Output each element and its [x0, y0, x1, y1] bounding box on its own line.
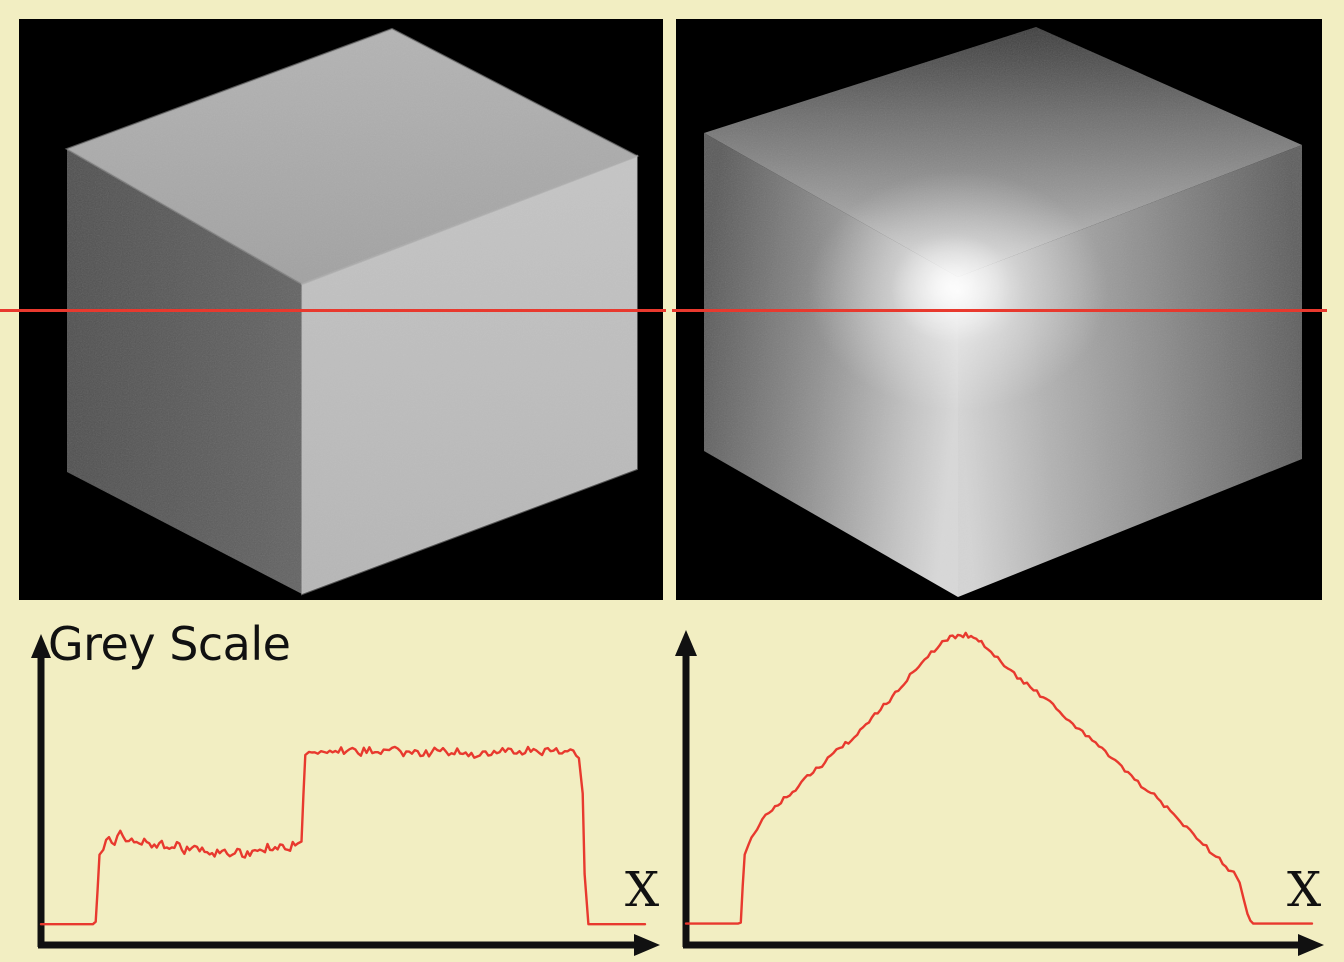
y-axis-arrowhead: [675, 630, 697, 656]
scanline-right: [672, 309, 1327, 312]
profile-plot-right: [672, 600, 1344, 962]
profile-curve-left: [39, 745, 647, 926]
x-axis-arrowhead: [1298, 934, 1324, 956]
profile-right-svg: [675, 630, 1324, 956]
scanline-left: [0, 309, 666, 312]
smooth-shaded-cube-render: [676, 19, 1322, 600]
x-axis-label-left: X: [625, 862, 660, 918]
y-axis-arrowhead: [31, 634, 51, 658]
profile-curve-right: [684, 631, 1314, 925]
profile-plot-left: [0, 600, 672, 962]
x-axis-arrowhead: [634, 934, 660, 956]
profile-left-svg: [31, 634, 660, 956]
y-axis-label-grey-scale: Grey Scale: [48, 617, 291, 671]
x-axis-label-right: X: [1287, 862, 1322, 918]
